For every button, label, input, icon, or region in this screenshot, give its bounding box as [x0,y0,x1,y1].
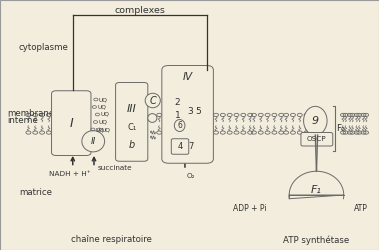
Text: 3: 3 [187,107,193,116]
Text: 9: 9 [312,116,319,126]
Text: membrane: membrane [7,109,54,118]
FancyBboxPatch shape [52,91,91,156]
Text: UQ: UQ [100,112,109,117]
Text: UQ: UQ [96,127,104,132]
Text: IV: IV [183,72,193,83]
Text: III: III [127,104,137,114]
Ellipse shape [304,106,327,135]
Text: NADH + H⁺: NADH + H⁺ [49,171,90,177]
FancyBboxPatch shape [171,139,189,154]
Text: OSCP: OSCP [307,136,327,142]
Text: 1: 1 [174,110,180,120]
Text: ADP + Pi: ADP + Pi [233,204,266,213]
Text: 7: 7 [188,142,194,151]
Ellipse shape [82,130,105,152]
FancyBboxPatch shape [162,66,213,163]
Text: F₀: F₀ [337,124,345,133]
FancyBboxPatch shape [116,82,148,161]
Ellipse shape [174,120,185,132]
Text: ATP: ATP [354,204,368,213]
Ellipse shape [148,114,157,122]
Text: complexes: complexes [115,6,166,15]
Ellipse shape [145,93,160,108]
Polygon shape [289,171,344,199]
Text: succinate: succinate [98,165,132,171]
Text: 4: 4 [177,142,183,151]
Text: 6: 6 [177,121,182,130]
Text: UQ: UQ [98,120,107,124]
Text: F₁: F₁ [311,185,322,195]
FancyBboxPatch shape [301,132,333,146]
Text: ATP synthétase: ATP synthétase [283,235,349,245]
Text: C₁: C₁ [127,123,136,132]
Text: UQ: UQ [102,127,111,132]
Text: interne: interne [7,116,38,125]
Text: C: C [149,96,156,106]
Text: UQ: UQ [99,97,107,102]
Text: cytoplasme: cytoplasme [19,43,69,52]
Text: O₂: O₂ [186,173,195,179]
Text: matrice: matrice [19,188,52,197]
Text: 2: 2 [175,98,180,107]
Text: II: II [91,137,96,146]
Text: b: b [129,140,135,150]
Text: 5: 5 [195,107,201,116]
Text: chaîne respiratoire: chaîne respiratoire [71,236,152,244]
Text: I: I [69,117,73,130]
Text: UQ: UQ [97,104,106,110]
